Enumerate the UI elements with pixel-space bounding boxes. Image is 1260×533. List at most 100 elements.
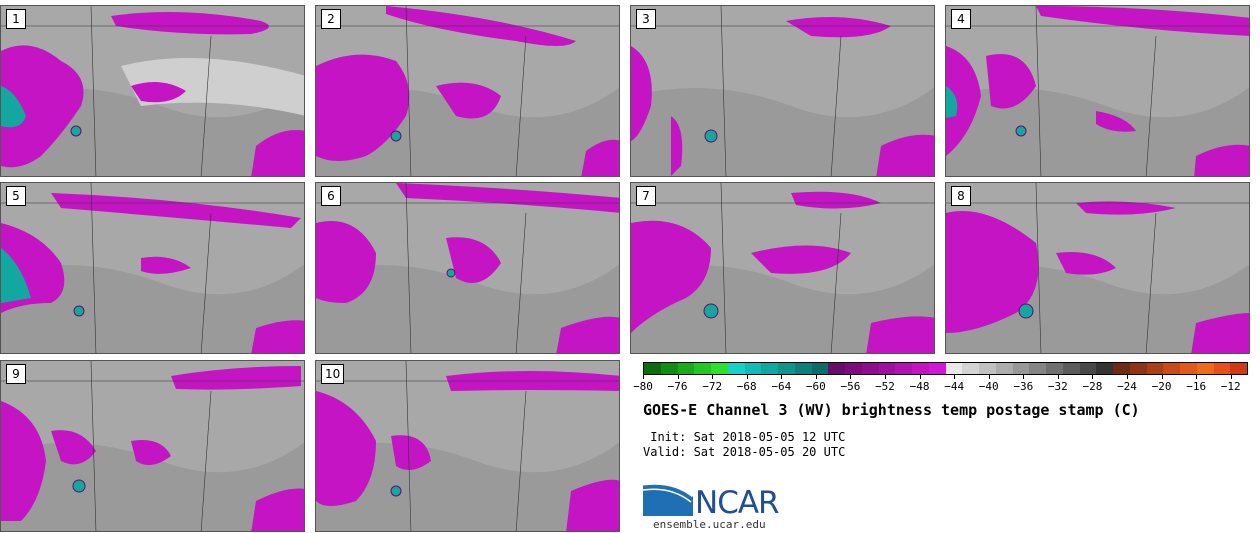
colorbar-swatch	[1180, 363, 1197, 374]
colorbar-swatch	[995, 363, 1013, 374]
colorbar-swatch	[861, 363, 879, 374]
colorbar-swatch	[895, 363, 912, 374]
map-panel: 6	[315, 182, 620, 354]
panel-number: 8	[951, 186, 971, 206]
valid-time: Valid: Sat 2018-05-05 20 UTC	[643, 445, 846, 459]
colorbar-swatch	[1046, 363, 1063, 374]
colorbar-tick-label: −72	[702, 380, 723, 393]
init-time: Init: Sat 2018-05-05 12 UTC	[643, 430, 846, 444]
colorbar-tick	[1161, 375, 1163, 379]
colorbar-swatch	[962, 363, 979, 374]
panel-number: 5	[6, 186, 26, 206]
colorbar-tick	[885, 375, 886, 379]
colorbar-swatch	[845, 363, 862, 374]
wv-map	[1, 183, 304, 353]
colorbar-tick	[1230, 375, 1232, 379]
colorbar-tick-label: −48	[909, 380, 930, 393]
panel-number: 9	[6, 364, 26, 384]
product-title: GOES-E Channel 3 (WV) brightness temp po…	[643, 401, 1140, 419]
wv-map	[316, 6, 619, 176]
map-panel: 10	[315, 360, 620, 532]
colorbar-tick-label: −40	[978, 380, 999, 393]
ncar-logo-icon	[643, 481, 694, 516]
colorbar-tick-label: −32	[1047, 380, 1068, 393]
colorbar-tick	[781, 375, 783, 379]
colorbar-swatch	[1230, 363, 1247, 374]
colorbar-tick-label: −56	[840, 380, 861, 393]
colorbar-tick-label: −12	[1220, 380, 1241, 393]
colorbar-tick-label: −36	[1013, 380, 1034, 393]
colorbar-ticks: −80 −76 −72 −68 −64 −60 −56 −52 −48 −44 −40 −36 −32 −…	[633, 375, 1248, 395]
colorbar-swatch	[711, 363, 728, 374]
colorbar-swatch	[1096, 363, 1113, 374]
colorbar-tick-label: −28	[1082, 380, 1103, 393]
colorbar-swatch	[1062, 363, 1080, 374]
map-panel: 4	[945, 5, 1250, 177]
map-panel: 9	[0, 360, 305, 532]
colorbar-tick	[1092, 375, 1094, 379]
colorbar-swatch	[677, 363, 695, 374]
logo-text: NCAR	[695, 485, 780, 521]
map-panel: 7	[630, 182, 935, 354]
colorbar-swatch	[928, 363, 946, 374]
colorbar-tick-label: −24	[1117, 380, 1137, 393]
wv-map	[946, 6, 1249, 176]
colorbar-tick	[746, 375, 748, 379]
colorbar-swatch	[744, 363, 762, 374]
panel-number: 2	[321, 9, 341, 29]
colorbar-tick	[1023, 375, 1025, 379]
colorbar-swatch	[1163, 363, 1180, 374]
colorbar-tick	[988, 375, 990, 379]
colorbar-tick-label: −20	[1151, 380, 1172, 393]
wv-map	[316, 183, 619, 353]
wv-map	[946, 183, 1249, 353]
map-panel: 1	[0, 5, 305, 177]
colorbar-swatch	[694, 363, 711, 374]
colorbar-swatch	[1079, 363, 1097, 374]
panel-number: 3	[636, 9, 656, 29]
colorbar-tick	[643, 375, 644, 379]
colorbar-swatch	[878, 363, 896, 374]
colorbar-tick	[815, 375, 817, 379]
colorbar-tick	[712, 375, 714, 379]
panel-number: 1	[6, 9, 26, 29]
colorbar-tick	[1196, 375, 1198, 379]
colorbar-tick-label: −44	[944, 380, 965, 393]
colorbar-tick	[1127, 375, 1128, 379]
colorbar-swatch	[644, 363, 661, 374]
colorbar-swatch	[1012, 363, 1030, 374]
colorbar-swatch	[1196, 363, 1214, 374]
panel-number: 4	[951, 9, 971, 29]
colorbar-tick	[850, 375, 852, 379]
colorbar-tick-label: −60	[805, 380, 826, 393]
colorbar-tick-label: −16	[1186, 380, 1207, 393]
colorbar	[643, 362, 1248, 375]
colorbar-swatch	[1129, 363, 1147, 374]
colorbar-tick	[1057, 375, 1059, 379]
panel-number: 7	[636, 186, 656, 206]
panel-number: 6	[321, 186, 341, 206]
colorbar-swatch	[761, 363, 778, 374]
colorbar-swatch	[778, 363, 795, 374]
colorbar-swatch	[828, 363, 845, 374]
colorbar-tick-label: −76	[667, 380, 688, 393]
colorbar-swatch	[727, 363, 745, 374]
colorbar-swatch	[660, 363, 678, 374]
wv-map	[631, 183, 934, 353]
colorbar-swatch	[1113, 363, 1130, 374]
colorbar-swatch	[794, 363, 812, 374]
colorbar-tick-label: −68	[736, 380, 757, 393]
colorbar-tick	[919, 375, 921, 379]
colorbar-tick-label: −64	[771, 380, 792, 393]
logo-url: ensemble.ucar.edu	[653, 518, 766, 531]
colorbar-swatch	[1213, 363, 1231, 374]
colorbar-swatch	[811, 363, 829, 374]
colorbar-tick-label: −52	[875, 380, 895, 393]
wv-map	[1, 361, 304, 531]
wv-map	[1, 6, 304, 176]
colorbar-swatch	[1029, 363, 1046, 374]
panel-number: 10	[321, 364, 345, 384]
wv-map	[316, 361, 619, 531]
map-panel: 2	[315, 5, 620, 177]
colorbar-tick	[954, 375, 956, 379]
